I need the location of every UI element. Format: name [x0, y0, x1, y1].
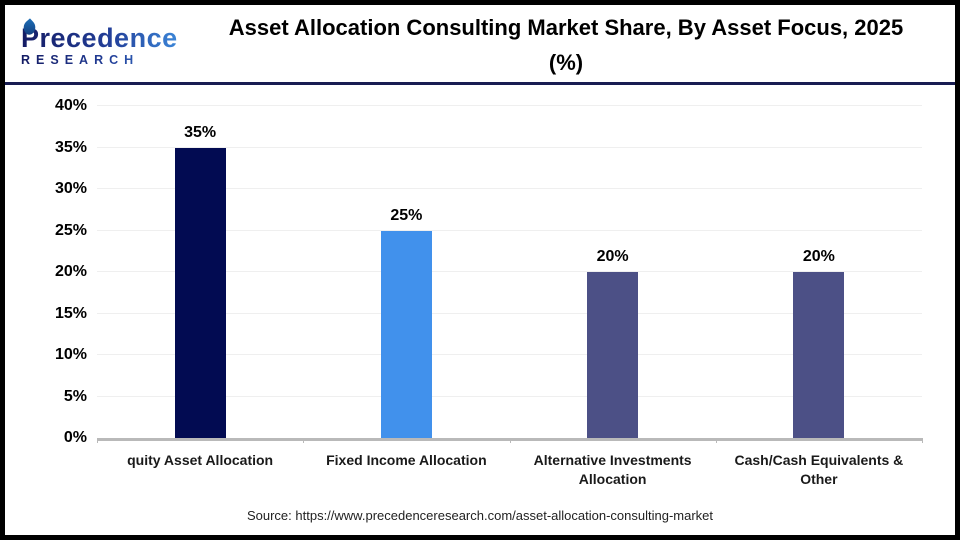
gridline	[97, 146, 922, 148]
precedence-research-logo: Precedence RESEARCH	[17, 18, 187, 67]
axis-boundary-tick	[303, 438, 305, 443]
x-axis-labels: quity Asset Allocation Fixed Income Alloc…	[97, 451, 922, 489]
x-category-label: Cash/Cash Equivalents & Other	[734, 452, 904, 487]
gridline	[97, 312, 922, 314]
y-tick-label: 15%	[54, 304, 87, 322]
y-tick-label: 40%	[54, 97, 87, 114]
bar-value-label: 25%	[390, 206, 423, 224]
axis-boundary-tick	[97, 438, 98, 443]
bar-column: 25%	[303, 106, 509, 438]
axis-boundary-tick	[922, 438, 923, 443]
y-tick-label: 25%	[54, 221, 87, 239]
gridline	[97, 271, 922, 272]
title-wrap: Asset Allocation Consulting Market Share…	[187, 11, 945, 79]
logo-sub-text: RESEARCH	[21, 53, 187, 67]
bars-row: 35% 25% 20% 20%	[97, 106, 922, 438]
bar-column: 35%	[97, 106, 303, 438]
bar-value-label: 20%	[802, 248, 835, 265]
x-category-label: Fixed Income Allocation	[326, 452, 487, 468]
bar-column: 20%	[510, 106, 716, 438]
y-tick-label: 30%	[54, 180, 87, 197]
gridline	[97, 395, 922, 397]
bar-1: 35%	[174, 124, 226, 438]
y-tick-label: 10%	[54, 346, 87, 363]
gridline	[97, 229, 922, 231]
y-tick-label: 5%	[63, 387, 87, 405]
logo-brand-text: Precedence	[21, 23, 187, 52]
y-tick-label: 35%	[54, 138, 87, 156]
y-tick-label: 20%	[54, 263, 87, 280]
plot-area: 0% 5% 10% 15% 20% 25% 30% 35% 40% 35% 25% 20% 20%	[55, 97, 923, 446]
axis-boundary-tick	[715, 438, 717, 443]
bar-value-label: 35%	[184, 123, 217, 141]
chart-title: Asset Allocation Consulting Market Share…	[228, 15, 904, 75]
axis-boundary-tick	[509, 438, 511, 443]
bar-3: 20%	[587, 248, 639, 438]
x-category-label: Alternative Investments Allocation	[533, 452, 692, 487]
x-category-label: quity Asset Allocation	[127, 452, 274, 468]
gridline	[97, 354, 922, 355]
y-tick-label: 0%	[63, 429, 87, 446]
bar-4: 20%	[793, 248, 845, 438]
bar-2: 25%	[380, 207, 432, 438]
gridline	[97, 188, 922, 189]
bar-value-label: 20%	[596, 248, 629, 265]
gridline	[97, 105, 922, 106]
header: Precedence RESEARCH Asset Allocation Con…	[5, 5, 955, 85]
bar-column: 20%	[716, 106, 922, 438]
source-note: Source: https://www.precedenceresearch.c…	[246, 508, 714, 523]
chart-region: 0% 5% 10% 15% 20% 25% 30% 35% 40% 35% 25% 20% 20% q…	[5, 85, 955, 494]
